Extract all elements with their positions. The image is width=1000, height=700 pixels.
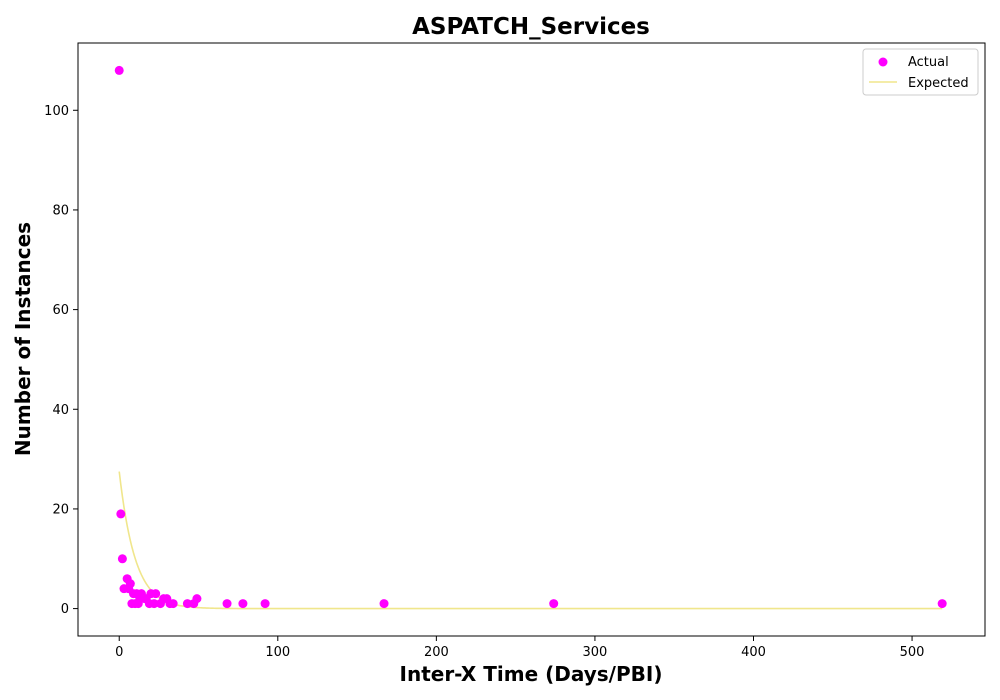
actual-data-point xyxy=(937,599,947,609)
y-axis-label: Number of Instances xyxy=(11,222,35,456)
x-tick-label: 200 xyxy=(424,645,449,660)
legend-actual-marker xyxy=(878,57,888,67)
actual-data-point xyxy=(117,554,127,564)
actual-data-point xyxy=(114,65,124,75)
y-tick-label: 40 xyxy=(52,403,69,418)
x-tick-label: 0 xyxy=(115,645,123,660)
expected-series-line xyxy=(118,471,943,610)
actual-data-point xyxy=(182,599,192,609)
actual-data-point xyxy=(549,599,559,609)
y-tick-label: 0 xyxy=(61,602,69,617)
y-tick-label: 20 xyxy=(52,502,69,517)
y-axis: 0 20 40 60 80 100 xyxy=(44,104,78,617)
y-tick-label: 60 xyxy=(52,303,69,318)
x-axis-label: Inter-X Time (Days/PBI) xyxy=(400,662,663,686)
actual-data-point xyxy=(379,599,389,609)
actual-data-point xyxy=(222,599,232,609)
legend-expected-label: Expected xyxy=(908,76,969,91)
x-tick-label: 500 xyxy=(900,645,925,660)
y-tick-label: 80 xyxy=(52,203,69,218)
actual-data-point xyxy=(116,509,126,519)
legend: Actual Expected xyxy=(862,48,979,96)
actual-data-point xyxy=(238,599,248,609)
legend-box xyxy=(862,48,979,96)
actual-data-point xyxy=(192,594,202,604)
x-tick-label: 100 xyxy=(265,645,290,660)
y-tick-label: 100 xyxy=(44,104,69,119)
chart-title: ASPATCH_Services xyxy=(412,14,650,40)
plot-area xyxy=(114,65,947,610)
actual-data-point xyxy=(125,579,135,589)
plot-frame xyxy=(77,42,986,637)
actual-data-point xyxy=(260,599,270,609)
x-axis: 0 100 200 300 400 500 xyxy=(115,636,924,660)
actual-data-point xyxy=(151,589,161,599)
x-tick-label: 300 xyxy=(583,645,608,660)
actual-data-point xyxy=(168,599,178,609)
x-tick-label: 400 xyxy=(741,645,766,660)
legend-actual-label: Actual xyxy=(908,55,949,70)
actual-data-point xyxy=(149,599,159,609)
